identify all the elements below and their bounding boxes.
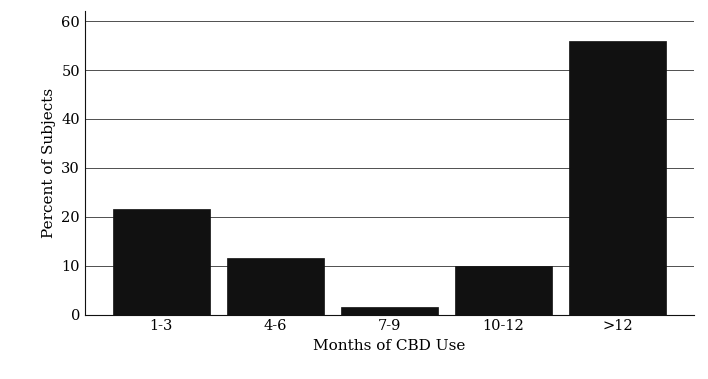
Bar <box>455 266 552 315</box>
Y-axis label: Percent of Subjects: Percent of Subjects <box>42 88 56 238</box>
Bar <box>569 41 666 315</box>
Bar <box>341 307 438 315</box>
X-axis label: Months of CBD Use: Months of CBD Use <box>313 339 466 353</box>
Bar <box>227 258 324 315</box>
Bar <box>113 210 210 315</box>
